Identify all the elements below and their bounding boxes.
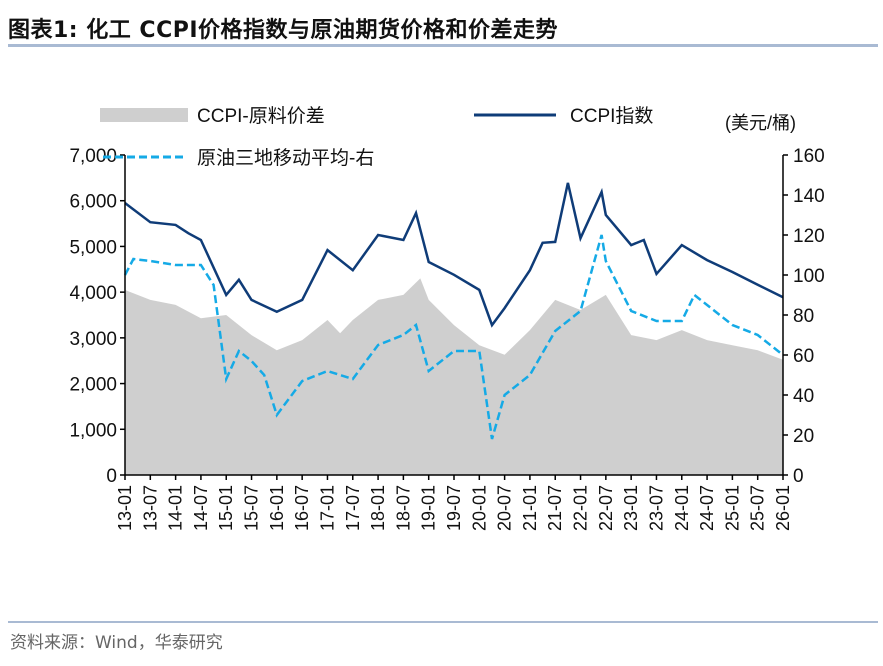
x-tick-label: 18-07 [393,485,413,531]
left-tick-label: 7,000 [69,146,117,167]
x-tick-label: 16-07 [292,485,312,531]
legend-label-ccpi: CCPI指数 [570,105,653,127]
right-tick-label: 40 [793,386,814,407]
x-tick-label: 20-07 [495,485,515,531]
left-tick-label: 2,000 [69,375,117,396]
legend-swatch-spread [100,108,188,122]
x-tick-label: 17-07 [343,485,363,531]
x-tick-label: 13-01 [115,485,135,531]
x-tick-label: 23-01 [621,485,641,531]
left-tick-label: 0 [106,466,117,487]
x-tick-label: 22-07 [596,485,616,531]
chart-title: 图表1: 化工 CCPI价格指数与原油期货价格和价差走势 [8,18,559,43]
right-tick-label: 140 [793,186,825,207]
source-note: 资料来源：Wind，华泰研究 [10,633,223,653]
left-tick-label: 6,000 [69,192,117,213]
x-tick-label: 17-01 [317,485,337,531]
x-tick-label: 19-01 [419,485,439,531]
x-tick-label: 26-01 [773,485,793,531]
legend-label-spread: CCPI-原料价差 [197,105,325,127]
x-tick-label: 18-01 [368,485,388,531]
x-tick-label: 24-01 [672,485,692,531]
x-tick-label: 14-01 [166,485,186,531]
left-tick-label: 4,000 [69,283,117,304]
x-tick-label: 25-01 [722,485,742,531]
x-tick-label: 23-07 [646,485,666,531]
right-tick-label: 160 [793,146,825,167]
left-tick-label: 3,000 [69,329,117,350]
x-tick-label: 15-07 [242,485,262,531]
series-line-oil [123,234,784,440]
right-axis-unit: (美元/桶) [725,113,796,133]
right-tick-label: 120 [793,226,825,247]
footer-divider [8,621,878,623]
x-tick-label: 20-01 [469,485,489,531]
right-tick-label: 0 [793,466,804,487]
left-tick-label: 1,000 [69,420,117,441]
x-tick-label: 13-07 [140,485,160,531]
right-tick-label: 60 [793,346,814,367]
x-tick-label: 25-07 [748,485,768,531]
x-tick-label: 14-07 [191,485,211,531]
x-tick-label: 21-07 [545,485,565,531]
x-tick-label: 19-07 [444,485,464,531]
chart: 0 1,000 2,000 3,000 4,000 5,000 6,000 7,000 0 20 4… [69,105,825,531]
right-tick-label: 100 [793,266,825,287]
x-tick-label: 21-01 [520,485,540,531]
title-divider [8,44,878,47]
series-area-spread [125,278,783,475]
series-line-ccpi [124,182,784,328]
x-tick-label: 22-01 [571,485,591,531]
x-tick-label: 15-01 [216,485,236,531]
right-tick-label: 80 [793,306,814,327]
x-tick-label: 16-01 [267,485,287,531]
left-tick-label: 5,000 [69,237,117,258]
x-tick-label: 24-07 [697,485,717,531]
right-tick-label: 20 [793,426,814,447]
legend-label-oil: 原油三地移动平均-右 [197,147,374,169]
